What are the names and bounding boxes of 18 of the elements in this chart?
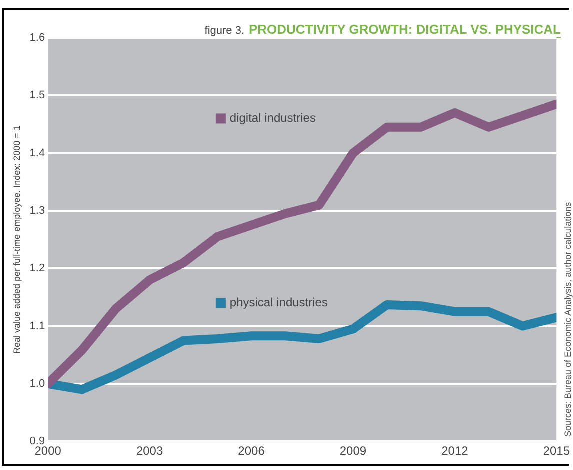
x-tick-label: 2006 [238, 444, 266, 458]
x-tick-label: 2015 [543, 444, 570, 458]
x-tick-label: 2012 [442, 444, 469, 458]
legend-label: digital industries [230, 111, 316, 126]
y-tick-label: 1.0 [30, 378, 46, 390]
x-tick-label: 2003 [136, 444, 164, 458]
y-tick-label: 1.1 [30, 320, 46, 332]
y-tick-label: 1.6 [30, 32, 46, 44]
y-tick-label: 1.2 [30, 262, 46, 275]
chart-subtitle: figure 3. [204, 25, 245, 37]
source-note: Sources: Bureau of Economic Analysis, author calculations [563, 202, 573, 437]
y-tick-label: 1.3 [30, 205, 46, 218]
y-tick-label: 1.5 [30, 90, 46, 102]
legend-label: physical industries [230, 295, 328, 310]
y-tick-label: 1.4 [30, 147, 46, 160]
chart-title: PRODUCTIVITY GROWTH: DIGITAL VS. PHYSICAL [248, 22, 561, 38]
x-tick-label: 2009 [340, 444, 367, 458]
y-axis-title: Real value added per full-time employee. Index: 2000 = 1 [12, 126, 22, 354]
